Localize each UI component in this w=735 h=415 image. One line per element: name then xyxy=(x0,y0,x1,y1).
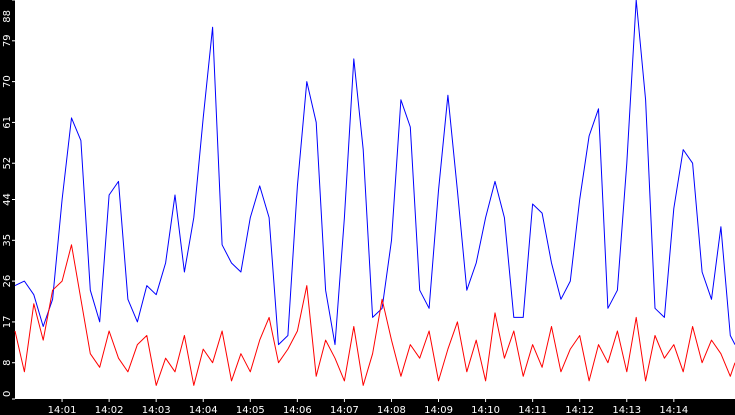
plot-area xyxy=(15,0,735,399)
x-tick-label: 14:08 xyxy=(377,405,406,415)
y-tick-label: 52 xyxy=(2,157,13,170)
x-tick-label: 14:05 xyxy=(236,405,265,415)
y-tick-label: 88 xyxy=(2,10,13,23)
x-tick-label: 14:14 xyxy=(659,405,688,415)
y-tick-label: 70 xyxy=(2,75,13,88)
x-tick-label: 14:12 xyxy=(565,405,594,415)
x-tick-label: 14:02 xyxy=(95,405,124,415)
x-tick-label: 14:13 xyxy=(612,405,641,415)
series-layer xyxy=(14,0,735,386)
x-axis: 14:01 14:02 14:03 14:04 14:05 14:06 14:07 14:08… xyxy=(48,399,688,415)
y-axis: 0 8 17 26 35 44 52 61 70 79 88 xyxy=(2,0,15,400)
y-tick-label: 44 xyxy=(2,193,13,206)
x-tick-label: 14:07 xyxy=(330,405,359,415)
y-tick-label: 8 xyxy=(2,360,13,366)
y-tick-label: 79 xyxy=(2,34,13,47)
y-tick-label: 61 xyxy=(2,116,13,129)
x-tick-label: 14:04 xyxy=(189,405,218,415)
y-tick-label: 17 xyxy=(2,316,13,329)
x-tick-label: 14:11 xyxy=(518,405,547,415)
x-tick-label: 14:09 xyxy=(424,405,453,415)
y-tick-label: 35 xyxy=(2,234,13,247)
y-tick-label: 26 xyxy=(2,275,13,288)
x-tick-label: 14:03 xyxy=(142,405,171,415)
series-line-1 xyxy=(14,0,735,346)
x-tick-label: 14:01 xyxy=(48,405,77,415)
x-tick-label: 14:10 xyxy=(471,405,500,415)
series-line-2 xyxy=(14,244,735,386)
y-tick-label: 0 xyxy=(2,391,13,397)
x-tick-label: 14:06 xyxy=(283,405,312,415)
